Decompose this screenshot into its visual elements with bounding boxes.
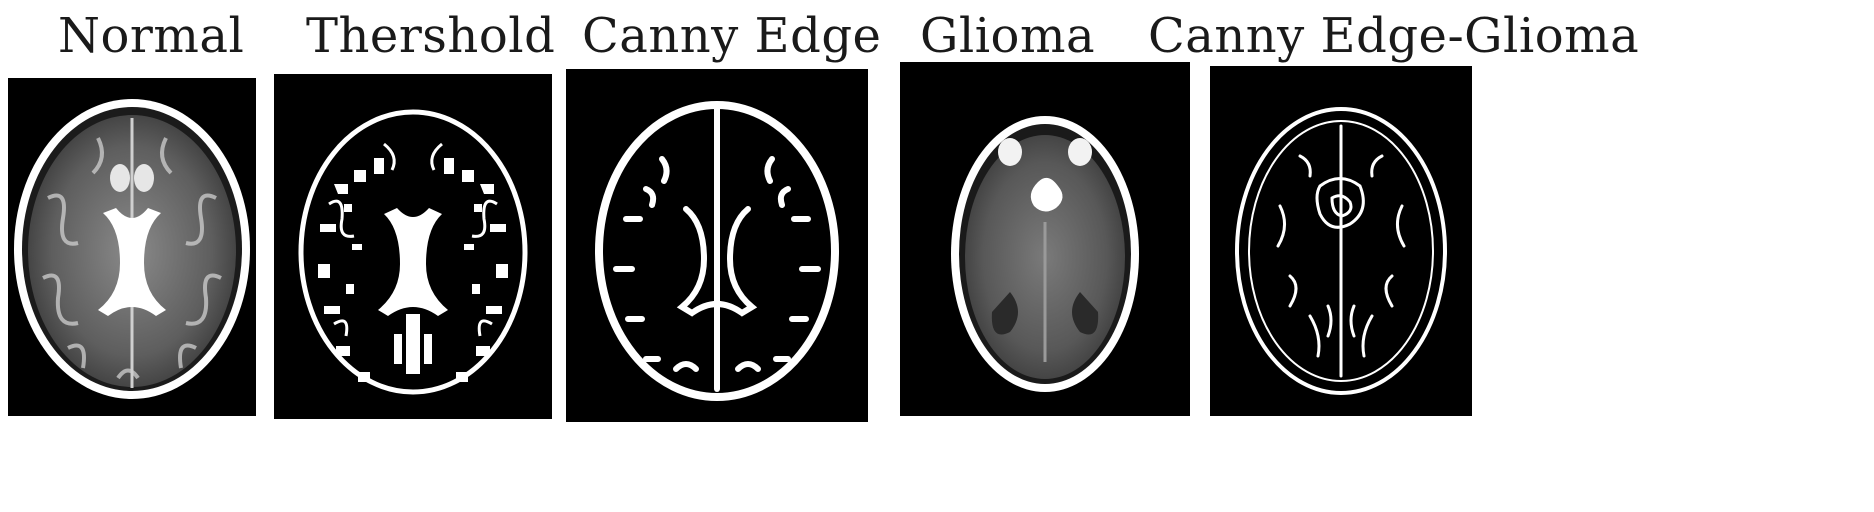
threshold-brain-image xyxy=(298,109,528,395)
panel-normal-mri xyxy=(8,78,256,416)
canny-edge-brain-image xyxy=(595,101,839,401)
label-canny-edge-glioma: Canny Edge-Glioma xyxy=(1148,8,1640,64)
normal-brain-image xyxy=(14,99,250,399)
panel-threshold xyxy=(274,74,552,419)
canny-edge-glioma-image xyxy=(1235,107,1447,395)
label-normal: Normal xyxy=(58,8,245,64)
label-glioma: Glioma xyxy=(920,8,1096,64)
panel-canny-edge-glioma xyxy=(1210,66,1472,416)
glioma-brain-image xyxy=(951,116,1139,392)
panel-canny-edge xyxy=(566,69,868,422)
tumor-region xyxy=(1030,177,1063,212)
panel-glioma-mri xyxy=(900,62,1190,416)
label-threshold: Thershold xyxy=(306,8,556,64)
label-canny-edge: Canny Edge xyxy=(582,8,882,64)
